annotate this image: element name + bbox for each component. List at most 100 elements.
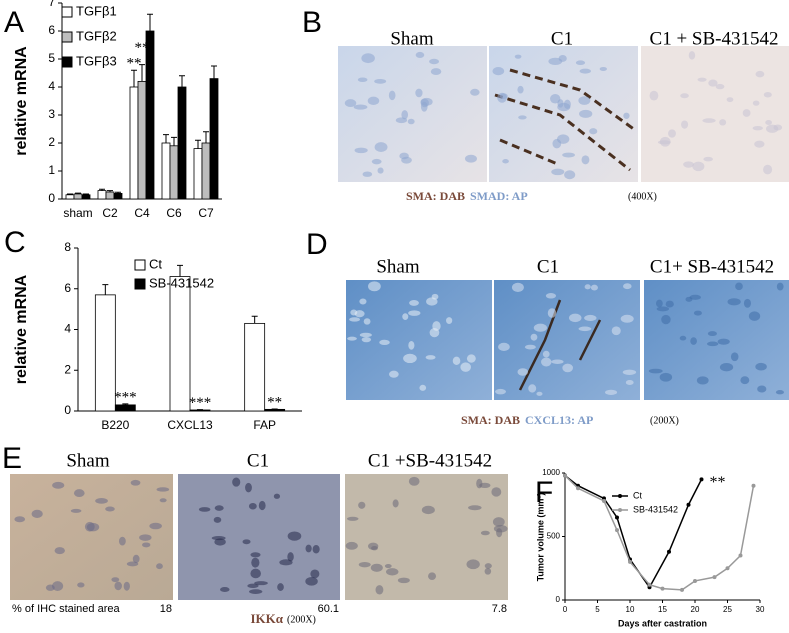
- cell: [277, 583, 284, 591]
- x-tick-label: 15: [658, 605, 667, 614]
- cell: [649, 90, 659, 101]
- cell: [250, 568, 261, 579]
- point: [615, 515, 619, 520]
- cell: [357, 77, 368, 83]
- legend-swatch: [61, 56, 73, 68]
- cell: [466, 354, 476, 363]
- cell: [715, 83, 725, 90]
- cell: [581, 155, 590, 165]
- legend-swatch: [61, 31, 73, 43]
- cell: [708, 79, 718, 87]
- x-axis-label: Days after castration: [618, 618, 707, 628]
- cell: [421, 505, 435, 515]
- cell: [426, 297, 438, 306]
- cell: [247, 583, 259, 589]
- cell: [211, 536, 226, 541]
- point: [660, 586, 665, 591]
- cell: [755, 362, 767, 371]
- y-tick-label: 500: [547, 532, 561, 541]
- error-bar: [131, 69, 137, 87]
- cell: [492, 517, 505, 527]
- cell: [407, 118, 415, 125]
- bar: [244, 322, 266, 412]
- error-bar: [211, 65, 217, 79]
- cell: [375, 585, 384, 595]
- cell: [730, 352, 739, 362]
- cell: [545, 293, 557, 299]
- cell: [496, 528, 503, 538]
- y-axis-label: relative mRNA: [13, 274, 30, 384]
- point: [699, 477, 704, 482]
- y-axis-label: relative mRNA: [13, 46, 30, 156]
- cell: [287, 531, 302, 541]
- cell: [358, 562, 371, 568]
- cell: [363, 318, 371, 325]
- bar: [201, 142, 211, 200]
- cell: [605, 389, 618, 395]
- cell: [77, 582, 85, 588]
- cell: [401, 110, 409, 120]
- cell: [757, 385, 767, 393]
- significance: **: [267, 394, 282, 410]
- point: [628, 559, 632, 564]
- cell: [156, 487, 170, 492]
- cell: [717, 338, 730, 345]
- cell: [659, 372, 673, 382]
- cell: [466, 559, 480, 570]
- cell: [362, 171, 373, 177]
- cell: [707, 331, 717, 337]
- cell: [743, 298, 751, 308]
- cell: [579, 68, 591, 74]
- legend-marker: [618, 508, 622, 512]
- cell: [347, 336, 357, 341]
- significance: ***: [189, 395, 212, 411]
- x-tick-label: 5: [595, 605, 600, 614]
- cell: [681, 120, 689, 129]
- cell: [514, 54, 522, 59]
- magnification: (200X): [650, 415, 679, 426]
- cell: [685, 296, 693, 302]
- error-bar: [83, 193, 89, 195]
- cell: [130, 479, 141, 486]
- cell: [706, 341, 719, 347]
- error-bar: [102, 284, 109, 295]
- cell: [697, 77, 707, 82]
- bar: [105, 191, 115, 200]
- cell: [70, 508, 82, 513]
- cell: [518, 115, 527, 120]
- point: [738, 553, 743, 558]
- cell: [346, 516, 359, 521]
- error-bar: [177, 264, 183, 277]
- image-title: C1+ SB-431542: [650, 256, 774, 277]
- cell: [557, 134, 570, 144]
- cell: [359, 332, 372, 338]
- bar: [94, 294, 116, 412]
- cell: [470, 88, 480, 96]
- area-value: 60.1: [318, 603, 339, 615]
- error-bar: [99, 188, 105, 191]
- cell: [142, 542, 151, 548]
- cell: [254, 581, 268, 586]
- area-value: 18: [160, 603, 172, 615]
- cell: [361, 53, 375, 64]
- cell: [533, 323, 548, 332]
- y-tick-label: 3: [48, 107, 55, 121]
- cell: [312, 545, 320, 554]
- cell: [132, 554, 140, 564]
- point: [751, 483, 756, 488]
- point: [686, 502, 691, 507]
- cell: [579, 109, 593, 118]
- cell: [345, 541, 358, 550]
- point: [647, 582, 652, 587]
- y-tick-label: 4: [64, 322, 71, 336]
- cell: [392, 499, 399, 508]
- y-tick-label: 2: [48, 135, 55, 149]
- cell: [480, 530, 490, 536]
- error-bar: [122, 403, 129, 405]
- cell: [599, 66, 607, 71]
- cell: [547, 308, 557, 318]
- cell: [377, 167, 384, 174]
- cell: [401, 156, 412, 164]
- cell: [719, 363, 734, 372]
- y-tick-label: 0: [64, 403, 71, 417]
